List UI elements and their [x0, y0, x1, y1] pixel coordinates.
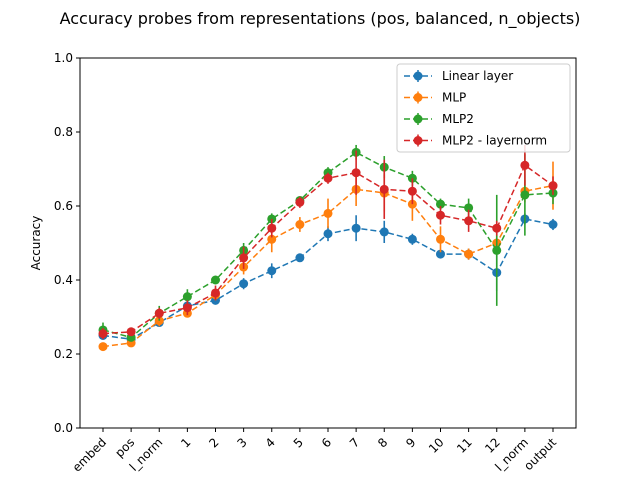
data-point	[407, 186, 417, 196]
data-point	[267, 234, 277, 244]
data-point	[520, 190, 530, 200]
data-point	[239, 253, 249, 263]
y-axis-label: Accuracy	[29, 216, 43, 271]
legend-label: Linear layer	[442, 69, 513, 83]
data-point	[126, 327, 136, 337]
legend-frame	[396, 63, 571, 153]
x-tick-label: 7	[347, 435, 362, 450]
data-point	[548, 220, 558, 229]
data-point	[295, 253, 305, 263]
data-point	[211, 275, 220, 285]
data-point	[436, 234, 445, 244]
x-tick-label: 11	[454, 435, 475, 456]
x-tick-label: 4	[263, 435, 278, 450]
x-tick-label: 1	[178, 435, 193, 450]
data-point	[379, 184, 389, 194]
data-point	[211, 288, 220, 298]
x-tick-label: embed	[70, 435, 109, 474]
y-tick-label: 0.8	[54, 125, 73, 139]
series-line	[102, 151, 554, 339]
series-line	[102, 184, 554, 348]
legend-marker	[413, 93, 423, 102]
series-3	[98, 144, 558, 340]
data-point	[98, 329, 108, 339]
data-point	[464, 249, 474, 259]
data-point	[351, 223, 361, 233]
data-point	[323, 229, 333, 239]
legend: Linear layer MLP MLP2 MLP2 - layernorm	[396, 63, 571, 153]
legend-label: MLP2 - layernorm	[442, 134, 547, 148]
data-point	[407, 234, 417, 244]
y-tick-label: 1.0	[54, 51, 73, 65]
y-axis: 0.0 0.2 0.4 0.6 0.8 1.0	[54, 51, 80, 435]
data-point	[295, 220, 305, 229]
y-tick-label: 0.6	[54, 199, 73, 213]
data-point	[154, 308, 164, 318]
x-tick-label: 3	[234, 435, 249, 450]
legend-marker	[413, 136, 423, 145]
x-tick-label: 12	[482, 435, 503, 456]
chart-title: Accuracy probes from representations (po…	[60, 9, 581, 29]
legend-label: MLP	[442, 91, 466, 105]
x-tick-label: 5	[291, 435, 306, 450]
x-tick-label: 2	[206, 435, 221, 450]
data-point	[436, 249, 445, 259]
data-point	[182, 292, 192, 302]
y-tick-label: 0.0	[54, 421, 73, 435]
x-tick-label: 8	[375, 435, 390, 450]
legend-label: MLP2	[442, 112, 474, 126]
data-point	[351, 168, 361, 178]
series-0	[98, 213, 558, 344]
data-point	[323, 208, 333, 218]
x-tick-label: 10	[426, 435, 447, 456]
data-point	[520, 160, 530, 170]
x-tick-label: 9	[403, 435, 418, 450]
series-layer	[98, 144, 558, 352]
y-tick-label: 0.2	[54, 347, 73, 361]
data-point	[492, 245, 502, 255]
data-point	[323, 173, 333, 183]
x-tick-label: output	[521, 435, 559, 473]
data-point	[239, 279, 249, 289]
data-point	[379, 227, 389, 237]
data-point	[295, 197, 305, 207]
data-point	[464, 216, 474, 226]
data-point	[548, 181, 558, 191]
data-point	[267, 223, 277, 233]
data-point	[492, 223, 502, 233]
data-point	[436, 199, 445, 209]
data-point	[267, 266, 277, 276]
data-point	[182, 303, 192, 313]
x-tick-label: 6	[319, 435, 334, 450]
data-point	[98, 342, 108, 352]
data-point	[464, 203, 474, 213]
data-point	[436, 210, 445, 220]
series-line	[102, 164, 554, 335]
legend-marker	[413, 114, 423, 124]
series-1	[98, 161, 558, 352]
legend-marker	[413, 71, 423, 81]
y-tick-label: 0.4	[54, 273, 73, 287]
